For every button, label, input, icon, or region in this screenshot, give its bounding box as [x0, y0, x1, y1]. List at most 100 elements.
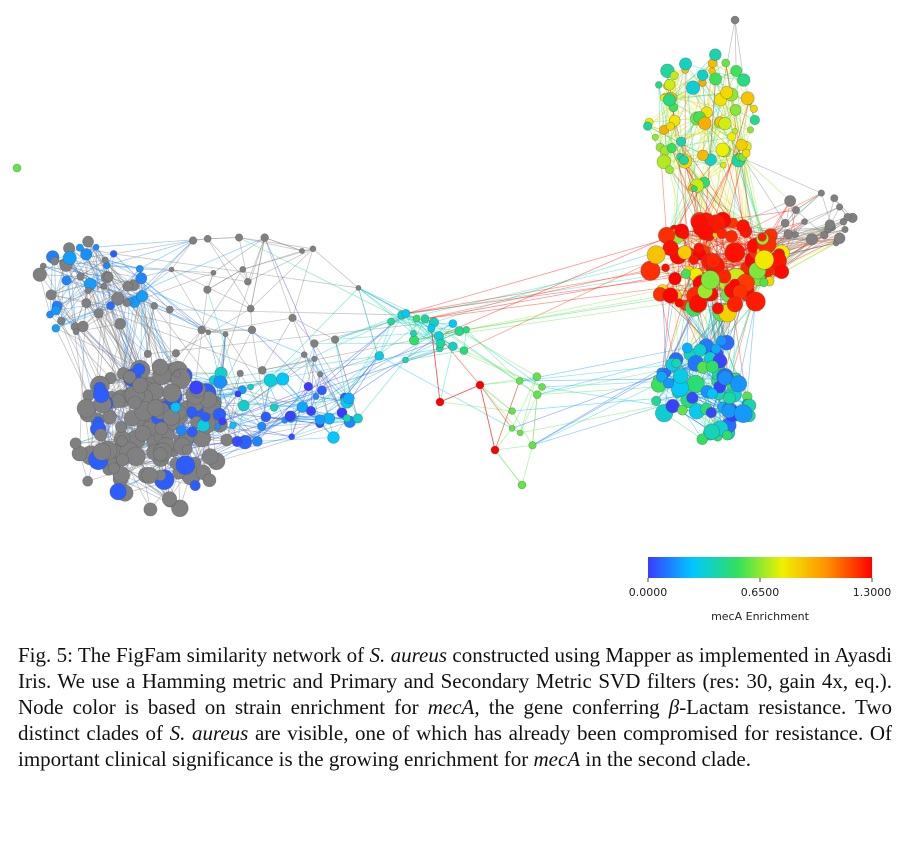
- node: [12, 163, 22, 173]
- node: [122, 298, 132, 308]
- node: [222, 331, 229, 338]
- edge: [257, 437, 334, 442]
- node: [109, 250, 118, 258]
- edge: [205, 237, 266, 418]
- edge: [358, 287, 432, 329]
- edge: [256, 380, 271, 442]
- edge: [261, 317, 293, 371]
- node: [688, 294, 708, 313]
- edge: [238, 237, 303, 252]
- node: [665, 165, 674, 175]
- node: [153, 447, 168, 462]
- colorbar-ticks: 0.0000 0.6500 1.3000: [629, 578, 891, 599]
- edge: [262, 358, 315, 371]
- node: [202, 473, 217, 488]
- node: [203, 285, 212, 294]
- node: [171, 349, 181, 358]
- caption-text: -Lactam resistance. Two distinct clades …: [18, 695, 892, 745]
- edge: [105, 259, 142, 279]
- node: [246, 304, 255, 313]
- nodes: [12, 15, 858, 518]
- node: [101, 256, 109, 264]
- edge: [292, 248, 314, 318]
- caption-text: S. aureus: [169, 721, 249, 745]
- node: [236, 369, 244, 377]
- edge: [702, 82, 751, 131]
- node: [141, 466, 159, 484]
- edge: [51, 294, 209, 333]
- node: [759, 278, 769, 288]
- node: [77, 320, 89, 333]
- edge: [273, 389, 323, 408]
- node: [92, 386, 110, 403]
- node: [665, 121, 675, 131]
- node: [107, 462, 120, 475]
- node: [791, 230, 799, 239]
- node: [116, 435, 128, 447]
- edge: [226, 373, 241, 441]
- edge: [344, 321, 392, 398]
- edge: [532, 391, 708, 446]
- node: [749, 104, 758, 113]
- node: [448, 319, 458, 328]
- edge: [238, 237, 249, 282]
- edge: [264, 237, 303, 252]
- edge: [222, 329, 467, 422]
- edge: [175, 308, 251, 354]
- edge: [537, 357, 677, 396]
- edge: [519, 376, 538, 434]
- edge: [207, 238, 252, 309]
- edge: [74, 290, 89, 327]
- edge: [378, 314, 403, 357]
- edge: [669, 156, 740, 171]
- edge: [379, 355, 521, 434]
- node: [171, 499, 189, 518]
- edge: [686, 284, 725, 349]
- edge: [171, 269, 248, 283]
- node: [836, 203, 844, 211]
- edge: [108, 276, 130, 302]
- node: [213, 375, 227, 389]
- node: [508, 407, 516, 415]
- node: [774, 264, 790, 280]
- node: [740, 91, 755, 106]
- edge: [208, 329, 252, 333]
- node: [719, 161, 727, 169]
- caption-text: constructed using Mapper as implemented …: [18, 643, 893, 719]
- node: [528, 441, 537, 450]
- node: [135, 264, 144, 273]
- edge: [238, 237, 314, 250]
- edge: [141, 295, 202, 331]
- node: [343, 392, 355, 405]
- node: [327, 431, 340, 444]
- node: [672, 368, 689, 384]
- edge: [213, 237, 265, 274]
- edge: [292, 317, 330, 419]
- edge: [673, 75, 721, 123]
- node: [401, 309, 411, 318]
- node: [82, 475, 94, 487]
- node: [314, 414, 326, 426]
- node: [94, 428, 108, 442]
- node: [76, 398, 96, 418]
- node: [724, 242, 746, 263]
- edge: [511, 353, 717, 429]
- edge: [494, 449, 523, 486]
- edge: [661, 296, 675, 377]
- node: [745, 291, 766, 312]
- node: [106, 301, 115, 311]
- edge: [738, 160, 768, 245]
- edge: [742, 156, 786, 224]
- edge: [416, 318, 441, 349]
- edge: [133, 301, 161, 368]
- node: [251, 435, 263, 447]
- node: [824, 219, 836, 230]
- edge: [201, 269, 244, 331]
- colorbar-tick-label: 0.6500: [741, 586, 780, 599]
- node: [686, 391, 699, 404]
- edge: [139, 240, 194, 270]
- node: [735, 138, 748, 151]
- edge: [334, 313, 407, 340]
- edge: [206, 289, 245, 406]
- node: [311, 355, 318, 363]
